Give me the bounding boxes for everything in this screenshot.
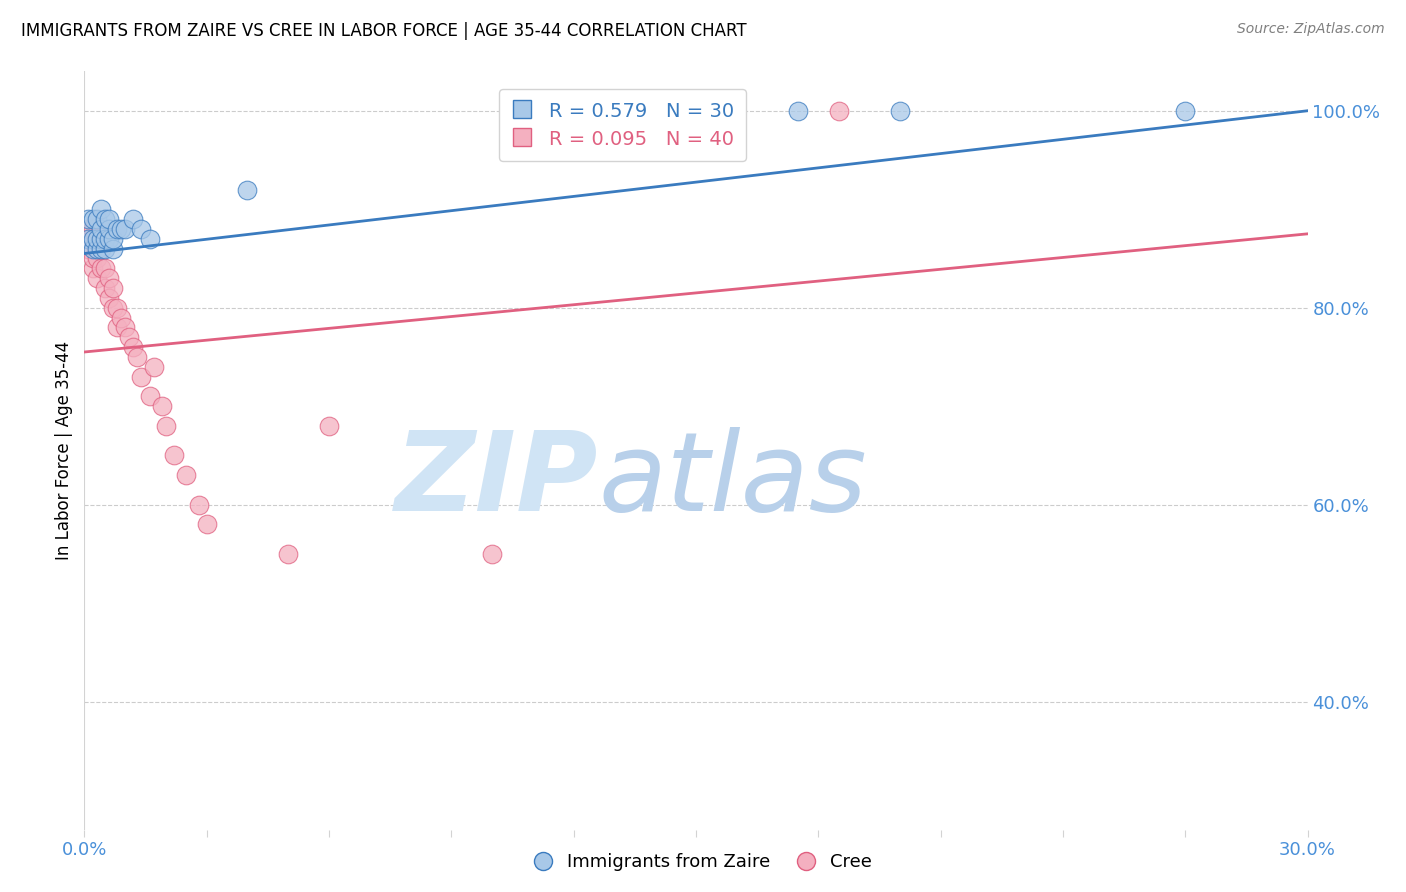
Point [97,291,120,305]
Point [236,182,259,196]
Point [174,468,197,483]
Point [82,252,104,266]
Text: atlas: atlas [598,427,866,534]
Point [77,232,100,246]
Point [86,271,108,285]
Text: ZIP: ZIP [395,427,598,534]
Point [86,232,108,246]
Point [93,261,115,276]
Point [131,369,153,384]
Point [889,103,911,118]
Point [118,330,141,344]
Point [187,498,209,512]
Point [86,212,108,227]
Legend: Immigrants from Zaire, Cree: Immigrants from Zaire, Cree [527,847,879,879]
Point [77,232,100,246]
Point [1174,103,1197,118]
Point [101,301,124,315]
Point [77,212,100,227]
Point [195,517,218,532]
Point [122,340,145,354]
Point [114,222,136,236]
Point [122,212,145,227]
Point [97,222,120,236]
Point [90,222,112,236]
Point [101,242,124,256]
Point [110,222,132,236]
Text: IMMIGRANTS FROM ZAIRE VS CREE IN LABOR FORCE | AGE 35-44 CORRELATION CHART: IMMIGRANTS FROM ZAIRE VS CREE IN LABOR F… [21,22,747,40]
Point [90,242,112,256]
Point [101,232,124,246]
Point [90,202,112,217]
Point [481,547,503,561]
Point [110,310,132,325]
Point [86,242,108,256]
Y-axis label: In Labor Force | Age 35-44: In Labor Force | Age 35-44 [55,341,73,560]
Point [155,418,177,433]
Text: Source: ZipAtlas.com: Source: ZipAtlas.com [1237,22,1385,37]
Point [82,222,104,236]
Point [82,212,104,227]
Point [105,222,128,236]
Point [97,271,120,285]
Point [86,242,108,256]
Point [82,242,104,256]
Legend: R = 0.579   N = 30, R = 0.095   N = 40: R = 0.579 N = 30, R = 0.095 N = 40 [499,88,747,161]
Point [82,232,104,246]
Point [77,242,100,256]
Point [90,232,112,246]
Point [90,261,112,276]
Point [86,252,108,266]
Point [97,212,120,227]
Point [93,232,115,246]
Point [150,399,173,413]
Point [127,350,149,364]
Point [86,232,108,246]
Point [131,222,153,236]
Point [828,103,851,118]
Point [318,418,340,433]
Point [93,242,115,256]
Point [105,320,128,334]
Point [90,222,112,236]
Point [277,547,299,561]
Point [93,212,115,227]
Point [787,103,810,118]
Point [77,222,100,236]
Point [90,242,112,256]
Point [101,281,124,295]
Point [114,320,136,334]
Point [138,232,160,246]
Point [90,232,112,246]
Point [163,449,186,463]
Point [97,232,120,246]
Point [138,389,160,403]
Point [142,359,165,374]
Point [93,281,115,295]
Point [105,301,128,315]
Point [82,261,104,276]
